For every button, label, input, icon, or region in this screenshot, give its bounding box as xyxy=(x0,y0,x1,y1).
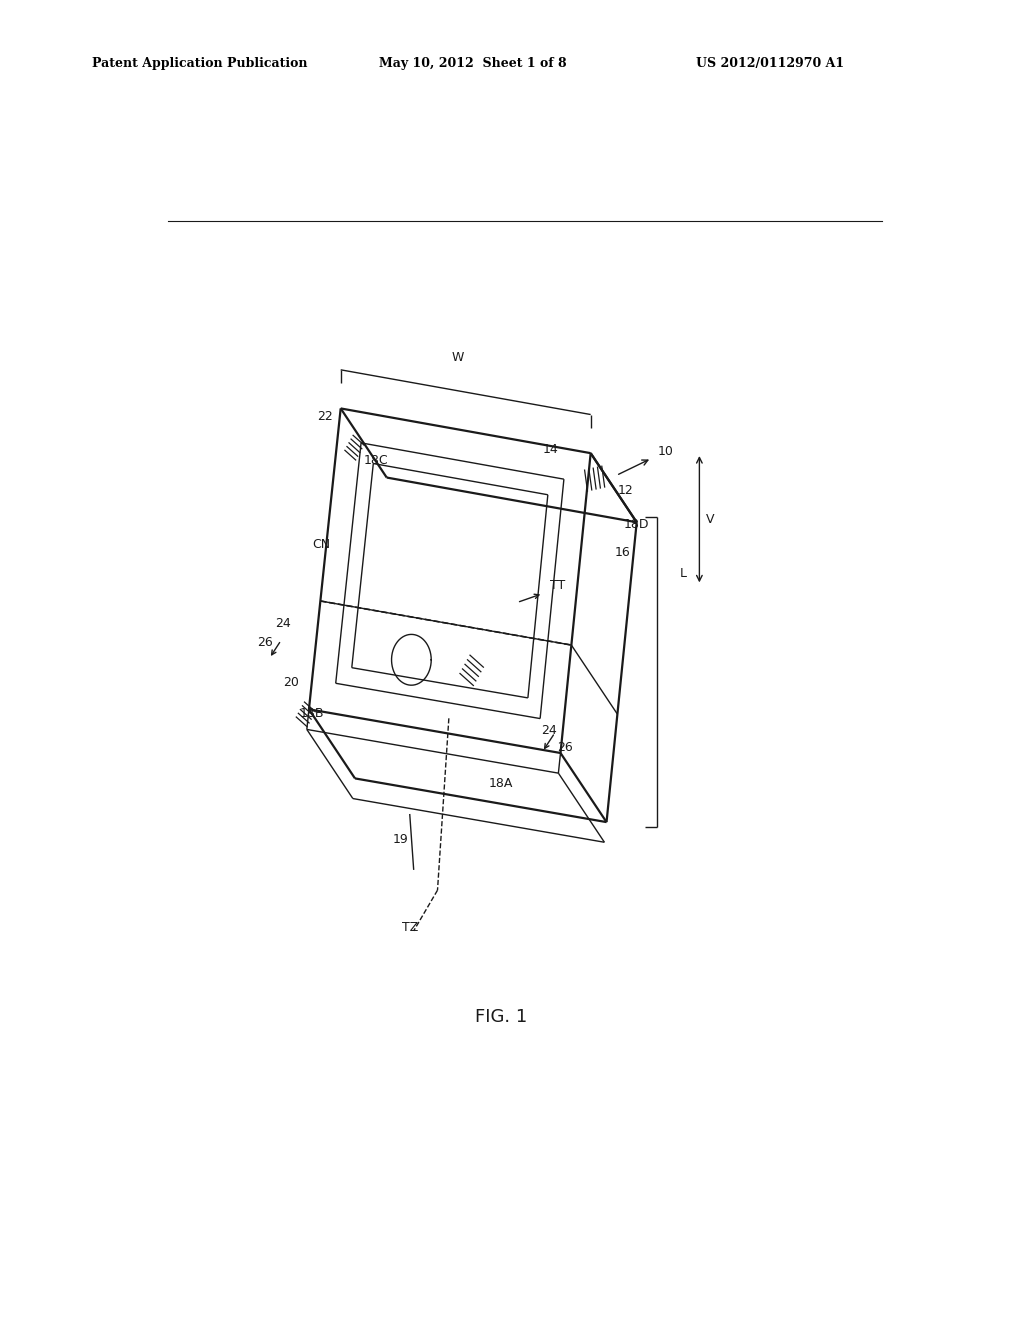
Text: 18B: 18B xyxy=(299,706,324,719)
Text: 16: 16 xyxy=(614,546,630,560)
Text: 18D: 18D xyxy=(624,517,649,531)
Text: TZ: TZ xyxy=(401,921,418,935)
Text: FIG. 1: FIG. 1 xyxy=(475,1008,527,1026)
Text: L: L xyxy=(680,566,686,579)
Text: 26: 26 xyxy=(257,636,273,648)
Text: 24: 24 xyxy=(275,618,292,631)
Text: TT: TT xyxy=(550,578,565,591)
Text: 20: 20 xyxy=(284,676,299,689)
Text: 24: 24 xyxy=(541,725,556,737)
Text: May 10, 2012  Sheet 1 of 8: May 10, 2012 Sheet 1 of 8 xyxy=(379,57,566,70)
Text: 18A: 18A xyxy=(488,777,513,789)
Text: Patent Application Publication: Patent Application Publication xyxy=(92,57,307,70)
Text: 18C: 18C xyxy=(364,454,388,467)
Text: 26: 26 xyxy=(557,742,573,755)
Text: V: V xyxy=(706,512,715,525)
Text: US 2012/0112970 A1: US 2012/0112970 A1 xyxy=(696,57,845,70)
Text: 12: 12 xyxy=(617,484,634,498)
Text: 22: 22 xyxy=(316,411,333,424)
Text: 19: 19 xyxy=(392,833,408,846)
Text: CN: CN xyxy=(312,539,331,552)
Text: 10: 10 xyxy=(658,445,674,458)
Text: 14: 14 xyxy=(543,442,559,455)
Text: W: W xyxy=(452,351,464,364)
